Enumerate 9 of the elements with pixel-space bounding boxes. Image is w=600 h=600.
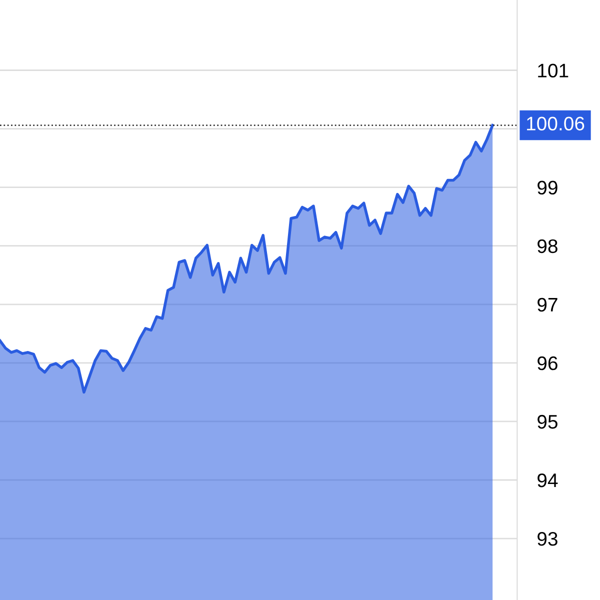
y-tick-label: 96 <box>538 356 558 370</box>
y-tick-label: 98 <box>538 239 558 254</box>
y-tick-label: 95 <box>538 414 558 429</box>
ref-line-label: 100.06 <box>527 116 584 130</box>
y-tick-label: 97 <box>538 298 558 312</box>
y-tick-label: 93 <box>538 532 558 546</box>
y-tick-label: 99 <box>538 180 558 195</box>
y-tick-label: 101 <box>538 64 568 78</box>
y-tick-label: 94 <box>538 473 558 488</box>
